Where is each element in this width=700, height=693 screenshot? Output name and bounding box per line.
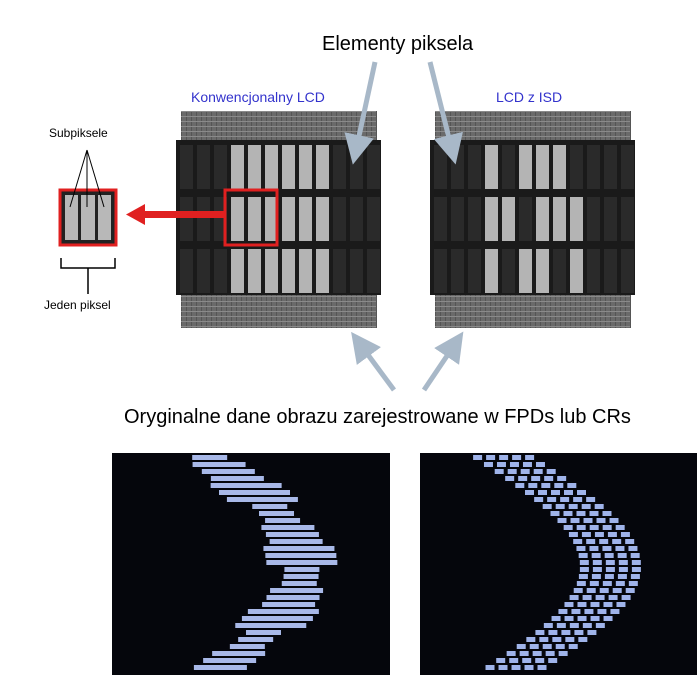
inset-pixel [58,149,118,294]
isd-lcd-image [430,111,635,328]
conventional-xray-image [112,453,390,675]
title: Elementy piksela [322,33,474,55]
red-arrow [126,204,225,225]
subpixels-label: Subpiksele [49,126,108,140]
one-pixel-label: Jeden piksel [44,298,111,312]
conventional-lcd-label: Konwencjonalny LCD [191,89,325,105]
caption: Oryginalne dane obrazu zarejestrowane w … [124,406,631,428]
isd-lcd-label: LCD z ISD [496,89,563,105]
pointer-arrows [344,61,464,392]
isd-xray-image [420,453,697,675]
